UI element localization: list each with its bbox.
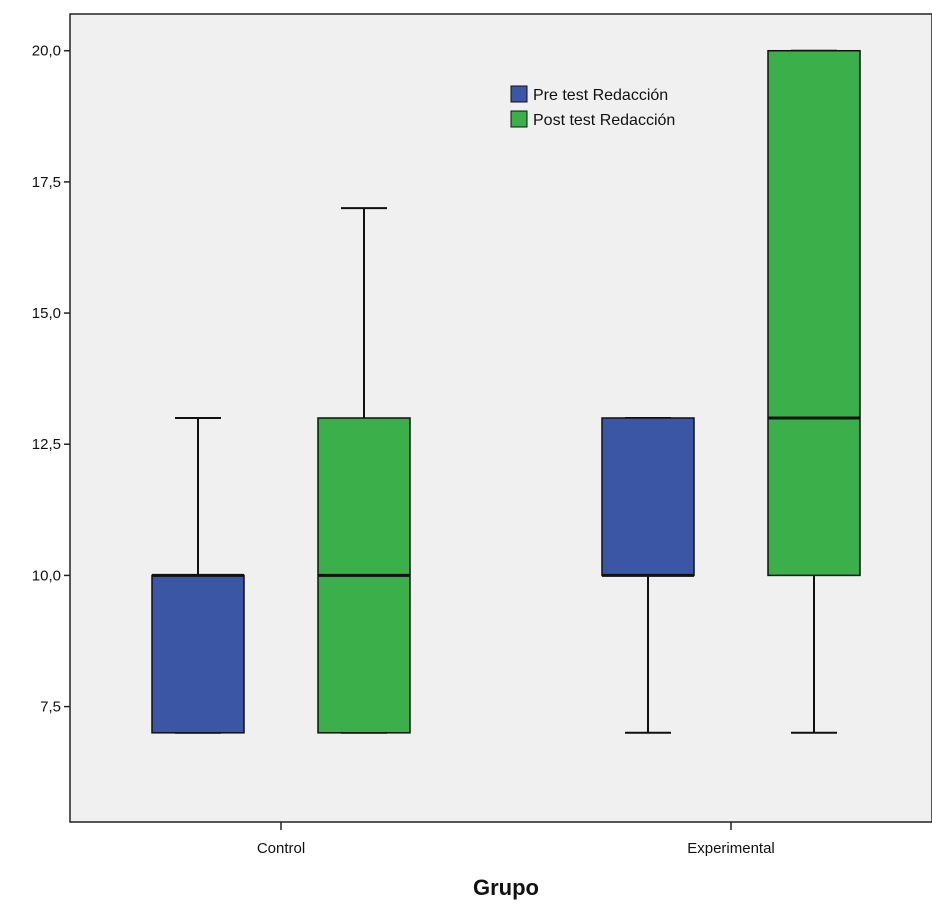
x-axis-title: Grupo — [473, 875, 539, 900]
box-iqr — [151, 574, 245, 734]
y-tick-label: 7,5 — [40, 699, 61, 716]
box-iqr — [601, 417, 695, 577]
legend: Pre test Redacción Post test Redacción — [510, 85, 675, 129]
legend-swatch-pre — [510, 85, 528, 103]
boxes — [151, 49, 861, 734]
box-0-1 — [601, 417, 695, 734]
box-iqr — [767, 49, 861, 577]
x-tick-label: Experimental — [687, 840, 775, 857]
box-1-1 — [767, 49, 861, 734]
y-axis: 7,5 10,0 12,5 15,0 17,5 20,0 — [32, 43, 70, 716]
x-axis: Control Experimental — [257, 822, 775, 857]
legend-label-post: Post test Redacción — [533, 112, 675, 129]
box-0-0 — [151, 417, 245, 734]
y-tick-label: 20,0 — [32, 43, 61, 60]
y-tick-label: 15,0 — [32, 305, 61, 322]
box-1-0 — [317, 207, 411, 734]
y-tick-label: 12,5 — [32, 436, 61, 453]
y-tick-label: 17,5 — [32, 174, 61, 191]
legend-label-pre: Pre test Redacción — [533, 87, 668, 104]
y-tick-label: 10,0 — [32, 567, 61, 584]
legend-swatch-post — [510, 110, 528, 128]
x-tick-label: Control — [257, 840, 305, 857]
